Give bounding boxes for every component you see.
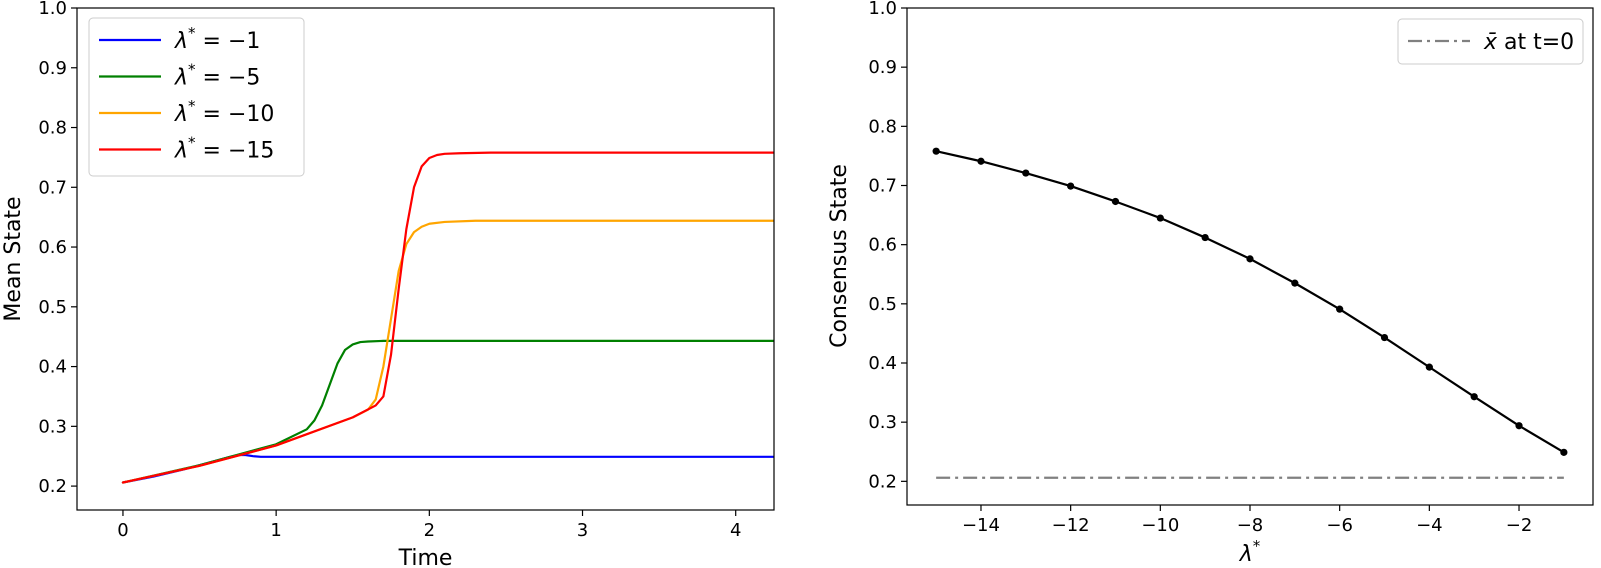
left-legend-box (88, 17, 305, 177)
right-x-tick-label: −14 (962, 515, 1000, 536)
right-data-point (1560, 448, 1568, 456)
right-x-axis-ticks: −14 −12 −10 −8 −6 −4 −2 (962, 505, 1532, 536)
right-x-tick-label: −12 (1052, 515, 1090, 536)
left-y-tick-label: 0.3 (38, 416, 67, 437)
right-data-point (1067, 182, 1075, 190)
left-y-tick-label: 0.5 (38, 297, 67, 318)
right-y-axis-ticks: 0.2 0.3 0.4 0.5 0.6 0.7 0.8 0.9 1.0 (868, 0, 907, 492)
right-y-tick-label: 0.4 (868, 353, 897, 374)
left-x-tick-label: 1 (270, 520, 281, 541)
right-data-point (1470, 393, 1478, 401)
right-data-point (1201, 233, 1209, 242)
right-data-point (1425, 363, 1433, 371)
left-x-tick-label: 2 (424, 520, 435, 541)
left-y-tick-label: 1.0 (38, 0, 67, 19)
left-y-axis-ticks: 0.2 0.3 0.4 0.5 0.6 0.7 0.8 0.9 1.0 (38, 0, 77, 497)
left-legend-label-3: λ* = −15 (174, 134, 274, 164)
right-data-point (1336, 305, 1344, 313)
left-chart: 0 1 2 3 4 0.2 0.3 0.4 0.5 0.6 0.7 0.8 0.9 1.0 Time M… (1, 0, 775, 568)
right-x-tick-label: −10 (1141, 515, 1179, 536)
left-x-tick-label: 3 (577, 520, 588, 541)
right-x-axis-label-sup: * (1253, 537, 1261, 555)
right-data-point (932, 147, 940, 155)
right-data-point (1156, 214, 1164, 222)
left-x-axis-ticks: 0 1 2 3 4 (117, 510, 741, 541)
left-y-tick-label: 0.2 (38, 476, 67, 497)
left-y-tick-label: 0.4 (38, 357, 67, 378)
right-data-point (1380, 333, 1389, 342)
right-data-point (1291, 279, 1299, 287)
right-x-tick-label: −2 (1506, 515, 1533, 536)
right-y-tick-label: 0.8 (868, 116, 897, 137)
right-legend: x̄ at t=0 (1397, 18, 1584, 65)
right-data-point (1022, 169, 1030, 177)
right-x-axis-label: λ* (1239, 537, 1261, 567)
right-data-point (1246, 255, 1254, 263)
right-data-point (1515, 422, 1523, 430)
left-y-tick-label: 0.6 (38, 237, 67, 258)
left-y-tick-label: 0.8 (38, 118, 67, 139)
right-x-tick-label: −6 (1326, 515, 1353, 536)
right-x-tick-label: −4 (1416, 515, 1443, 536)
left-legend-label-2: λ* = −10 (174, 97, 274, 127)
right-y-tick-label: 0.3 (868, 412, 897, 433)
right-x-tick-label: −8 (1237, 515, 1264, 536)
right-data-point (1111, 197, 1120, 206)
right-data-point (977, 157, 985, 165)
left-series-line-3 (121, 151, 774, 484)
left-series-line-1 (121, 339, 774, 484)
right-x-axis-label-main: λ (1239, 542, 1253, 567)
left-legend-label-1: λ* = −5 (174, 61, 260, 91)
left-x-axis-label: Time (398, 546, 453, 568)
left-legend: λ* = −1 λ* = −5 λ* = −10 λ* = −15 (88, 17, 305, 177)
left-y-axis-label: Mean State (1, 196, 26, 321)
right-series-group (932, 147, 1568, 479)
right-y-tick-label: 0.6 (868, 235, 897, 256)
left-x-tick-label: 0 (117, 520, 128, 541)
right-y-tick-label: 0.9 (868, 57, 897, 78)
right-y-axis-label: Consensus State (827, 164, 852, 348)
right-chart: −14 −12 −10 −8 −6 −4 −2 0.20.30.40.50.60.70.80… (827, 0, 1594, 567)
left-y-tick-label: 0.9 (38, 58, 67, 79)
left-x-tick-label: 4 (730, 520, 741, 541)
right-legend-box (1397, 18, 1584, 65)
right-y-tick-label: 0.7 (868, 176, 897, 197)
left-y-tick-label: 0.7 (38, 177, 67, 198)
right-legend-label-1: x̄ at t=0 (1483, 30, 1574, 55)
left-series-group (121, 151, 774, 484)
left-plot-frame (76, 7, 775, 511)
right-y-tick-label: 0.2 (868, 471, 897, 492)
right-y-tick-label: 1.0 (868, 0, 897, 19)
left-legend-label-0: λ* = −1 (174, 24, 260, 54)
right-y-tick-label: 0.5 (868, 294, 897, 315)
